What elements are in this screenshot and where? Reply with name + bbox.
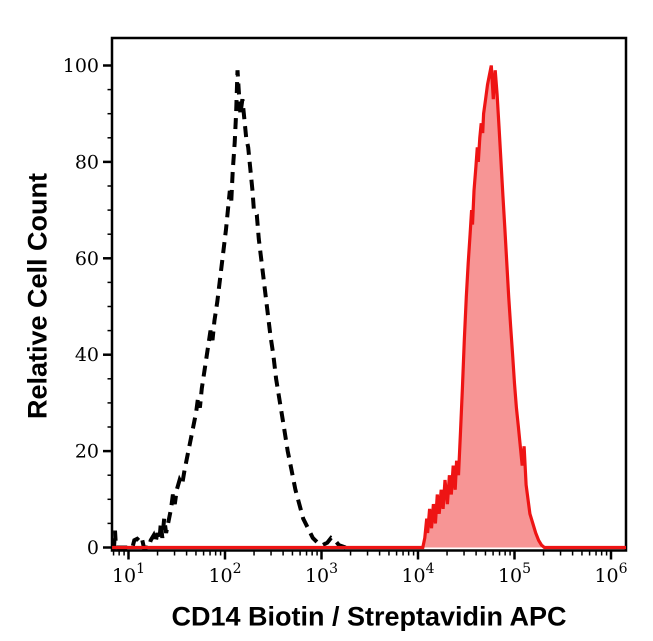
y-tick-label: 100 [63, 55, 99, 77]
control-histogram-curve [112, 70, 347, 550]
x-tick-label: 101 [112, 561, 145, 587]
plot-border [110, 36, 628, 552]
x-tick-label: 104 [401, 561, 434, 587]
x-tick-label: 105 [498, 561, 531, 587]
x-tick-label: 102 [208, 561, 241, 587]
y-axis-title: Relative Cell Count [22, 172, 53, 420]
sample-histogram-curve [112, 65, 626, 550]
y-tick-label: 0 [87, 537, 99, 559]
y-tick-label: 80 [75, 151, 99, 173]
y-tick-label: 20 [75, 441, 99, 463]
x-axis-title: CD14 Biotin / Streptavidin APC [171, 601, 567, 632]
y-tick-label: 40 [75, 344, 99, 366]
y-tick-label: 60 [75, 248, 99, 270]
x-tick-label: 103 [305, 561, 338, 587]
sample-histogram-curve-fill [112, 65, 627, 548]
x-tick-label: 106 [594, 561, 627, 587]
